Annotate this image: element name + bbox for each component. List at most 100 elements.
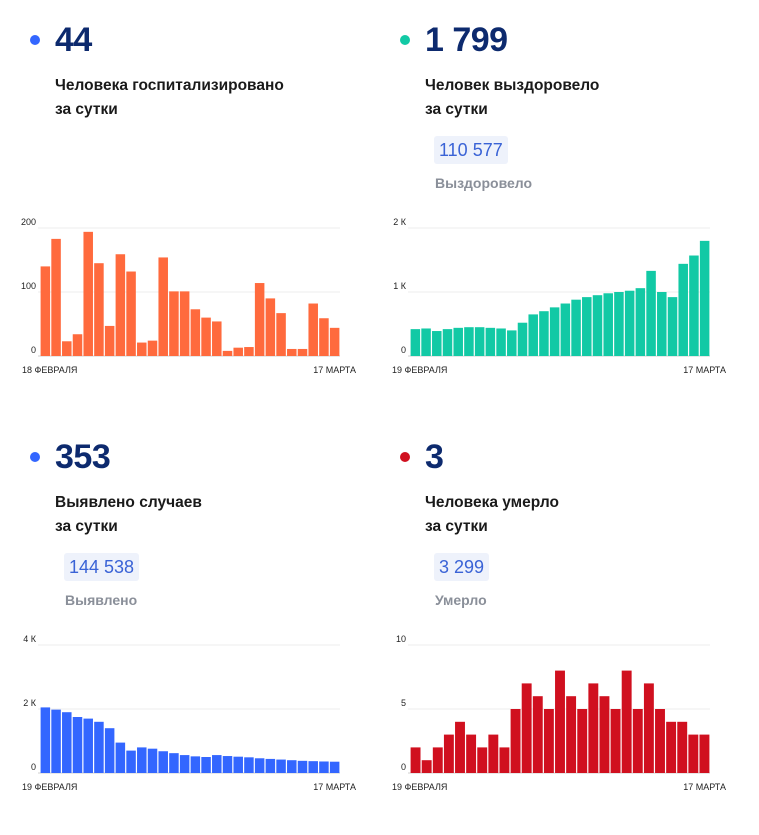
bar xyxy=(455,721,465,773)
bar xyxy=(83,231,93,356)
bar xyxy=(592,295,603,356)
bar xyxy=(308,761,318,773)
bar xyxy=(276,313,286,356)
bar-chart: 0 1 К 2 К 19 ФЕВРАЛЯ 17 МАРТА xyxy=(392,217,726,375)
bar xyxy=(308,303,318,356)
y-tick-label: 0 xyxy=(401,762,406,772)
bar xyxy=(212,321,222,356)
bar xyxy=(62,341,72,356)
bar xyxy=(689,255,699,356)
bar xyxy=(201,757,211,773)
bar xyxy=(244,757,254,773)
bar xyxy=(582,297,592,356)
bar xyxy=(555,670,565,773)
description: Человека госпитализировано за сутки xyxy=(55,74,284,122)
bar xyxy=(126,750,136,773)
bar xyxy=(51,709,61,773)
bar-chart: 0 5 10 19 ФЕВРАЛЯ 17 МАРТА xyxy=(392,634,726,792)
total-label: Умерло xyxy=(435,592,487,608)
bar xyxy=(477,747,488,773)
description-line-1: Человека госпитализировано xyxy=(55,77,284,94)
bar xyxy=(94,721,104,773)
bar xyxy=(599,696,610,773)
bar xyxy=(265,758,276,773)
bar xyxy=(233,756,243,773)
bar xyxy=(287,348,297,356)
description-line-2: за сутки xyxy=(425,101,488,118)
bar xyxy=(104,728,115,773)
bar xyxy=(319,318,329,356)
indicator-dot xyxy=(400,35,410,45)
bar xyxy=(40,707,51,773)
bar xyxy=(549,307,560,356)
bar xyxy=(610,709,621,773)
bar xyxy=(688,734,699,773)
bar xyxy=(287,760,297,773)
description-line-1: Выявлено случаев xyxy=(55,494,202,511)
indicator-dot xyxy=(30,452,40,462)
panel-hospitalized: 44 Человека госпитализировано за сутки 0… xyxy=(20,18,370,418)
y-tick-label: 10 xyxy=(396,634,406,644)
bar xyxy=(677,721,688,773)
bar xyxy=(566,696,577,773)
bar xyxy=(464,327,474,356)
bar xyxy=(190,309,201,356)
bar xyxy=(276,759,286,773)
bar xyxy=(115,254,126,356)
bar xyxy=(158,751,168,773)
bar xyxy=(179,291,190,356)
bar xyxy=(543,709,554,773)
bar xyxy=(254,283,265,356)
bar xyxy=(507,330,517,356)
bar xyxy=(147,748,158,773)
y-tick-label: 2 К xyxy=(23,698,37,708)
bar xyxy=(624,290,635,356)
bar xyxy=(329,327,340,356)
bar xyxy=(655,709,665,773)
total-badge: 3 299 xyxy=(434,553,490,581)
bar xyxy=(179,755,190,773)
bar xyxy=(319,761,329,773)
bar xyxy=(485,327,496,356)
bar xyxy=(104,325,115,356)
bar xyxy=(510,709,521,773)
x-start-label: 19 ФЕВРАЛЯ xyxy=(22,782,77,792)
bar xyxy=(137,747,147,773)
bar xyxy=(588,683,599,773)
bar xyxy=(40,266,51,356)
y-tick-label: 5 xyxy=(401,698,406,708)
total-label: Выявлено xyxy=(65,592,138,608)
bar xyxy=(432,331,442,356)
bar-chart: 0 100 200 18 ФЕВРАЛЯ 17 МАРТА xyxy=(21,217,356,375)
y-tick-label: 0 xyxy=(31,762,36,772)
total-badge: 144 538 xyxy=(64,553,140,581)
bar xyxy=(72,334,83,356)
bar xyxy=(646,270,656,356)
bar xyxy=(329,761,340,773)
bar xyxy=(517,322,528,356)
total-badge: 110 577 xyxy=(434,136,508,164)
bar xyxy=(212,755,222,773)
bar xyxy=(126,271,136,356)
bar xyxy=(62,712,72,773)
bar xyxy=(190,756,201,773)
bar xyxy=(453,327,463,356)
bar xyxy=(443,734,454,773)
daily-value: 3 xyxy=(425,438,444,476)
bar xyxy=(222,756,233,773)
bar xyxy=(699,240,710,356)
bar xyxy=(678,263,688,356)
description-line-2: за сутки xyxy=(55,101,118,118)
bar xyxy=(571,299,581,356)
bar xyxy=(169,753,179,773)
bar xyxy=(51,238,61,356)
bar xyxy=(421,328,431,356)
bar xyxy=(201,317,211,356)
bar xyxy=(94,263,104,356)
bar xyxy=(83,718,93,773)
bar xyxy=(233,347,243,356)
bar xyxy=(421,760,432,773)
bar xyxy=(635,288,646,356)
x-start-label: 19 ФЕВРАЛЯ xyxy=(392,365,447,375)
y-tick-label: 1 К xyxy=(393,281,407,291)
